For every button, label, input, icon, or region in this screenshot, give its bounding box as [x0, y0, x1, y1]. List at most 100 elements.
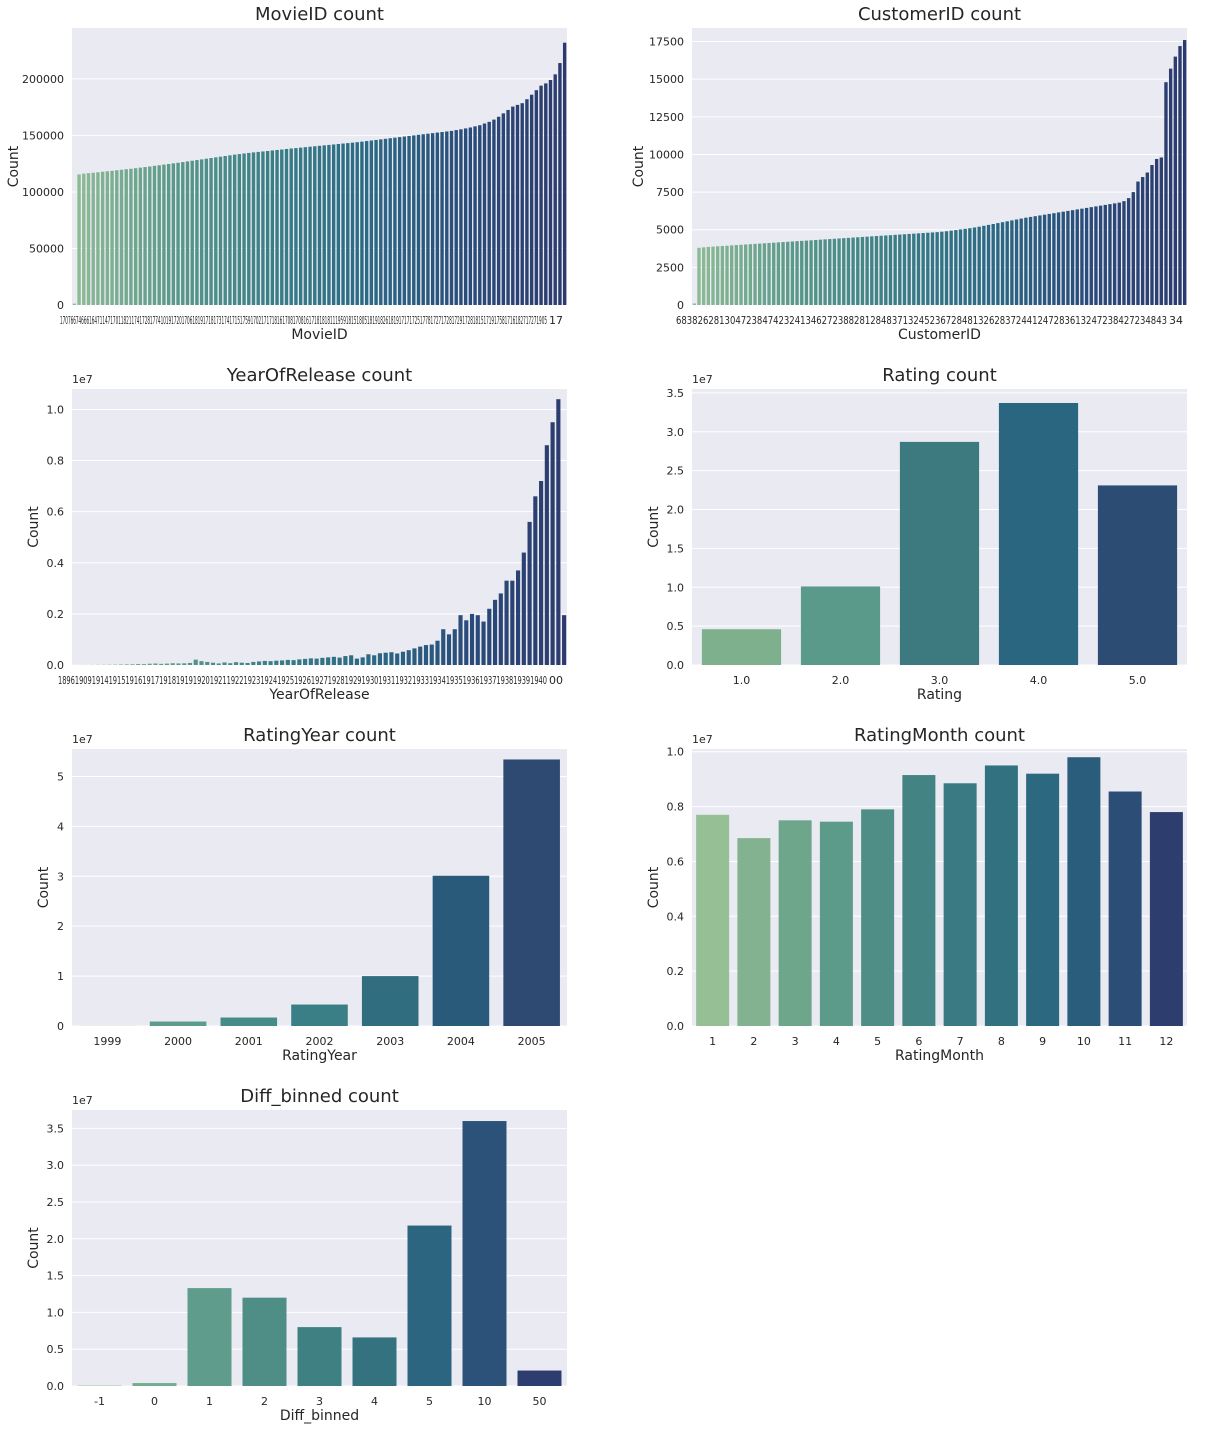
x-tick-label: 6	[915, 1035, 922, 1048]
bar	[972, 227, 977, 305]
bar	[313, 146, 317, 305]
bar	[242, 1297, 287, 1386]
bar	[205, 661, 210, 665]
bar	[539, 85, 543, 305]
bar	[337, 657, 342, 665]
bar	[280, 660, 285, 665]
x-tick-label: 10	[478, 1395, 492, 1408]
bar	[515, 104, 520, 305]
bar	[996, 223, 1000, 305]
bar	[1080, 208, 1084, 305]
bar	[247, 152, 251, 305]
bar	[228, 155, 232, 305]
bar	[527, 521, 532, 665]
x-tick-labels-dense: 1707667466616471147170118211741728177410…	[60, 314, 547, 327]
y-tick-label: 0.6	[667, 855, 685, 868]
bar	[1117, 202, 1121, 305]
y-tick-label: 2.0	[667, 504, 685, 517]
x-tick-label: 2	[750, 1035, 757, 1048]
x-tick-label-last: 34	[1169, 314, 1183, 327]
bar	[706, 246, 711, 305]
bar	[187, 662, 193, 665]
bar	[355, 142, 359, 305]
bar	[800, 240, 804, 305]
axis-offset-label: 1e7	[72, 733, 93, 746]
bar	[1150, 164, 1154, 305]
bar	[389, 652, 394, 665]
bar	[1182, 40, 1187, 305]
bar	[1112, 203, 1117, 305]
bar	[504, 580, 509, 665]
bar	[991, 224, 995, 305]
bar	[298, 147, 303, 305]
x-tick-label: 5	[874, 1035, 881, 1048]
bar	[1005, 221, 1009, 305]
bar	[369, 140, 374, 305]
bar	[400, 651, 406, 665]
bar	[193, 659, 198, 665]
bar	[412, 648, 417, 665]
y-tick-label: 15000	[649, 73, 684, 86]
bar	[195, 160, 199, 305]
bar	[239, 662, 244, 665]
y-tick-label: 5	[57, 770, 64, 783]
bar	[940, 231, 944, 305]
bar	[77, 174, 81, 305]
bar	[402, 136, 407, 305]
bar	[190, 160, 194, 305]
bar	[383, 138, 388, 305]
bar	[143, 167, 147, 305]
bar	[1056, 212, 1061, 305]
y-tick-label: 1	[57, 970, 64, 983]
bar	[462, 1121, 507, 1386]
bar	[1173, 56, 1177, 305]
chart-panel-2: 0 2500 5000 7500 10000 12500 15000 17500 6838262…	[631, 4, 1187, 343]
bar	[441, 629, 446, 665]
bar	[473, 126, 477, 305]
bar	[270, 150, 275, 305]
bar	[159, 663, 164, 665]
bar	[930, 232, 935, 305]
bar	[435, 640, 440, 665]
bar	[492, 119, 496, 305]
bar	[216, 663, 221, 665]
y-tick-label: 0.0	[47, 659, 65, 672]
chart-title: RatingMonth count	[854, 725, 1025, 746]
bar	[926, 232, 930, 305]
bar	[124, 169, 128, 305]
y-tick-label: 0.5	[667, 620, 685, 633]
bar	[232, 154, 237, 305]
bar	[440, 132, 444, 305]
y-tick-label: 0.0	[667, 1020, 685, 1033]
bar	[429, 644, 434, 665]
x-axis-label: MovieID	[291, 327, 347, 343]
y-tick-label: 17500	[649, 36, 684, 49]
chart-panel-1: 0 50000 100000 150000 200000 1707667466616471…	[6, 4, 567, 343]
bar	[977, 226, 981, 305]
x-tick-label: 1999	[93, 1035, 121, 1048]
bar	[1075, 209, 1079, 305]
bar	[297, 1327, 342, 1386]
bar	[1026, 773, 1060, 1026]
chart-title: CustomerID count	[858, 4, 1021, 25]
bar	[968, 228, 972, 305]
x-tick-label: 50	[533, 1395, 547, 1408]
chart-title: Diff_binned count	[240, 1086, 399, 1107]
x-tick-label: 0	[151, 1395, 158, 1408]
bar	[285, 659, 290, 665]
bar	[478, 125, 482, 305]
y-tick-label: 0.2	[47, 608, 65, 621]
bar	[152, 165, 157, 305]
bar	[346, 143, 350, 305]
bar	[72, 303, 77, 305]
bar	[487, 608, 492, 665]
x-axis-label: CustomerID	[898, 327, 981, 343]
bar	[421, 134, 425, 305]
bar	[377, 653, 382, 665]
x-tick-label-last: 17	[549, 314, 563, 327]
bar	[242, 153, 246, 305]
bar	[289, 148, 293, 305]
y-tick-label: 0	[677, 299, 684, 312]
y-tick-label: 50000	[29, 242, 64, 255]
chart-title: MovieID count	[255, 4, 384, 25]
